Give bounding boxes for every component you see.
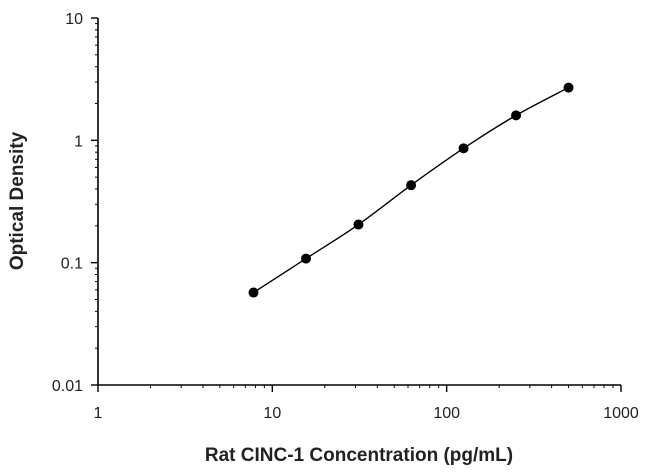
y-axis-title: Optical Density — [7, 131, 28, 270]
x-tick-label: 1 — [94, 405, 103, 422]
y-tick-label: 1 — [74, 133, 83, 150]
y-tick-label: 0.01 — [52, 378, 83, 395]
x-ticks: 1 10 100 1000 — [94, 385, 639, 422]
x-tick-label: 100 — [433, 405, 460, 422]
data-point — [406, 180, 417, 191]
data-point — [353, 219, 364, 230]
data-point — [301, 253, 312, 264]
data-point — [248, 287, 259, 298]
y-ticks: 0.01 0.1 1 10 — [52, 11, 98, 395]
x-axis-title: Rat CINC-1 Concentration (pg/mL) — [205, 445, 513, 466]
data-point — [511, 110, 522, 121]
plot-area: 0.01 0.1 1 10 1 10 100 1000 — [52, 11, 639, 422]
y-tick-label: 0.1 — [61, 256, 83, 273]
data-point — [563, 82, 574, 93]
y-tick-label: 10 — [65, 11, 83, 28]
x-tick-label: 1000 — [603, 405, 639, 422]
data-point — [458, 143, 469, 154]
data-points — [248, 82, 574, 298]
x-tick-label: 10 — [263, 405, 281, 422]
